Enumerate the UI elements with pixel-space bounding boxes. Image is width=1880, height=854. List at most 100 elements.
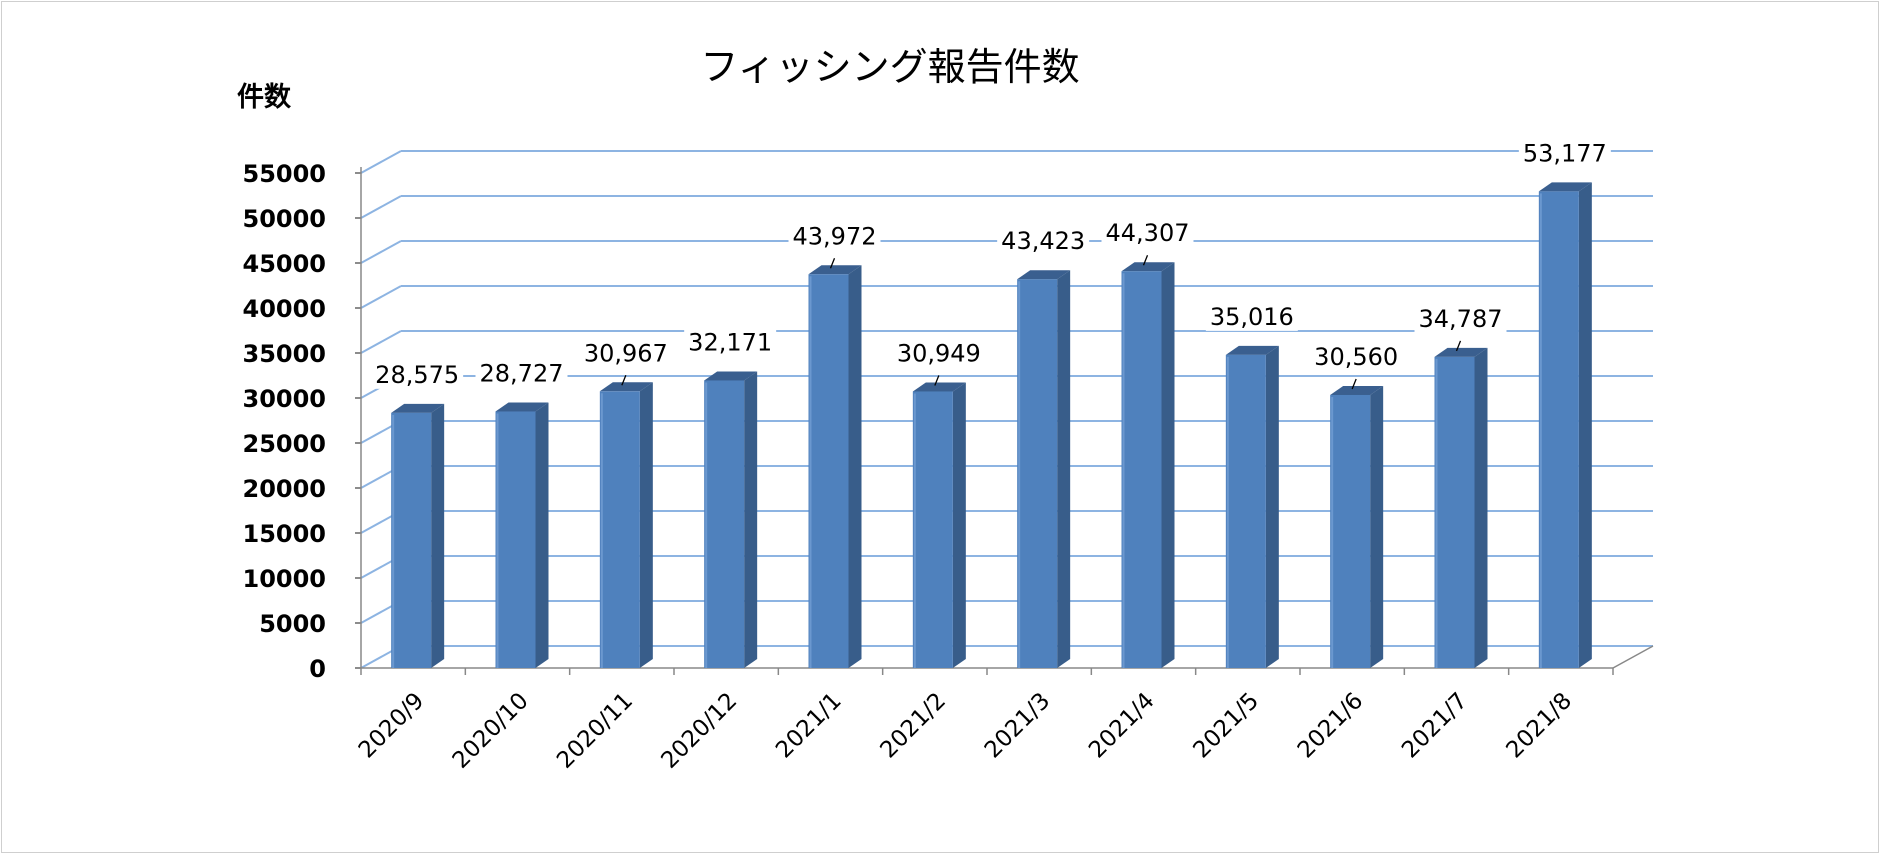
bar-top (599, 382, 653, 392)
y-tick-labels: 0 5000 10000 15000 20000 25000 30000 35000 40000… (243, 160, 327, 683)
chart-title: フィッシング報告件数 (700, 45, 1079, 89)
gridline-diagonal (360, 195, 402, 219)
data-labels: 28,575 28,727 30,967 32,171 43,972 30,949 43,4… (371, 139, 1611, 390)
bar-side (1161, 262, 1175, 668)
leader-line (829, 258, 836, 269)
y-tick-label: 55000 (243, 160, 327, 188)
bar-top (1225, 345, 1279, 355)
y-tick-label: 0 (309, 655, 326, 683)
bar (808, 265, 862, 668)
data-label: 34,787 (1419, 305, 1503, 333)
y-axis-title: 件数 (237, 82, 292, 113)
x-tick-label: 2020/12 (656, 688, 742, 774)
bar-side (1265, 345, 1279, 668)
y-tick-label: 15000 (243, 520, 327, 548)
bar-side (1370, 385, 1384, 668)
bar-top (808, 265, 862, 275)
data-label: 43,972 (793, 222, 877, 250)
bar-top (704, 371, 758, 381)
y-tick-label: 10000 (243, 565, 327, 593)
x-tick-label: 2021/5 (1188, 688, 1264, 764)
bar-side (1057, 270, 1071, 668)
data-label-background (1101, 219, 1194, 248)
bars (391, 182, 1592, 669)
x-tick-label: 2021/3 (980, 688, 1056, 764)
data-label-background (892, 339, 985, 368)
gridline-diagonal (360, 285, 402, 309)
bar-top (1017, 270, 1071, 280)
bar-front (1121, 271, 1162, 668)
bar-front (1017, 279, 1058, 668)
bar-front (1538, 191, 1579, 669)
y-tick-label: 40000 (243, 295, 327, 323)
data-label-background (371, 360, 464, 389)
y-tick-label: 20000 (243, 475, 327, 503)
y-tick-label: 25000 (243, 430, 327, 458)
data-label-background (579, 339, 672, 368)
gridline-diagonal (360, 240, 402, 264)
bar-front (1225, 354, 1266, 668)
bar-front (599, 391, 640, 668)
data-label: 30,560 (1314, 343, 1398, 371)
bar-top (391, 403, 445, 413)
data-label-background (1310, 342, 1403, 371)
bar-top (1538, 182, 1592, 192)
floor-edge (1612, 645, 1654, 669)
x-tick-label: 2021/2 (875, 688, 951, 764)
x-tick-label: 2021/4 (1084, 688, 1160, 764)
bar (912, 382, 966, 668)
bar-top (1330, 385, 1384, 395)
bar-top (495, 402, 549, 412)
x-tick-label: 2021/7 (1397, 688, 1473, 764)
leader-line (1351, 378, 1357, 390)
y-tick-label: 5000 (259, 610, 326, 638)
leader-line (934, 375, 940, 386)
bar-top (1121, 262, 1175, 272)
bar (495, 402, 549, 668)
data-label: 28,575 (375, 361, 459, 389)
bar (1330, 385, 1384, 668)
bar-top (1434, 347, 1488, 357)
data-label: 28,727 (480, 359, 564, 387)
data-label-background (1518, 139, 1611, 168)
bar-side (848, 265, 862, 668)
data-label-background (1205, 302, 1298, 331)
axes (355, 167, 1654, 675)
bar (1538, 182, 1592, 669)
data-label-background (1414, 304, 1507, 333)
x-tick-label: 2021/6 (1293, 688, 1369, 764)
bar-side (1474, 347, 1488, 668)
x-tick-label: 2020/9 (354, 688, 430, 764)
data-label: 30,967 (584, 339, 668, 367)
x-tick-labels: 2020/9 2020/10 2020/11 2020/12 2021/1 2021/2 2… (354, 688, 1577, 774)
data-label-background (788, 222, 881, 251)
bar-front (495, 411, 536, 668)
x-tick-label: 2020/10 (448, 688, 534, 774)
y-tick-label: 45000 (243, 250, 327, 278)
data-label: 44,307 (1106, 219, 1190, 247)
bar (1017, 270, 1071, 668)
data-label: 30,949 (897, 339, 981, 367)
bar-side (535, 402, 549, 668)
bar (1225, 345, 1279, 668)
data-label-background (997, 227, 1090, 256)
x-tick-label: 2021/8 (1501, 688, 1577, 764)
data-label-background (684, 328, 777, 357)
data-label: 35,016 (1210, 303, 1294, 331)
bar (1121, 262, 1175, 668)
bar-front (1434, 356, 1475, 668)
data-label: 32,171 (688, 328, 772, 356)
gridline-diagonal (360, 150, 402, 174)
bar-front (912, 391, 953, 668)
bar-side (639, 382, 653, 668)
data-label: 53,177 (1523, 139, 1607, 167)
x-tick-label: 2021/1 (771, 688, 847, 764)
bar-side (431, 403, 445, 668)
bar (391, 403, 445, 668)
x-tick-label: 2020/11 (552, 688, 638, 774)
leader-line (621, 375, 627, 386)
bar-front (391, 412, 432, 668)
y-tick-label: 30000 (243, 385, 327, 413)
